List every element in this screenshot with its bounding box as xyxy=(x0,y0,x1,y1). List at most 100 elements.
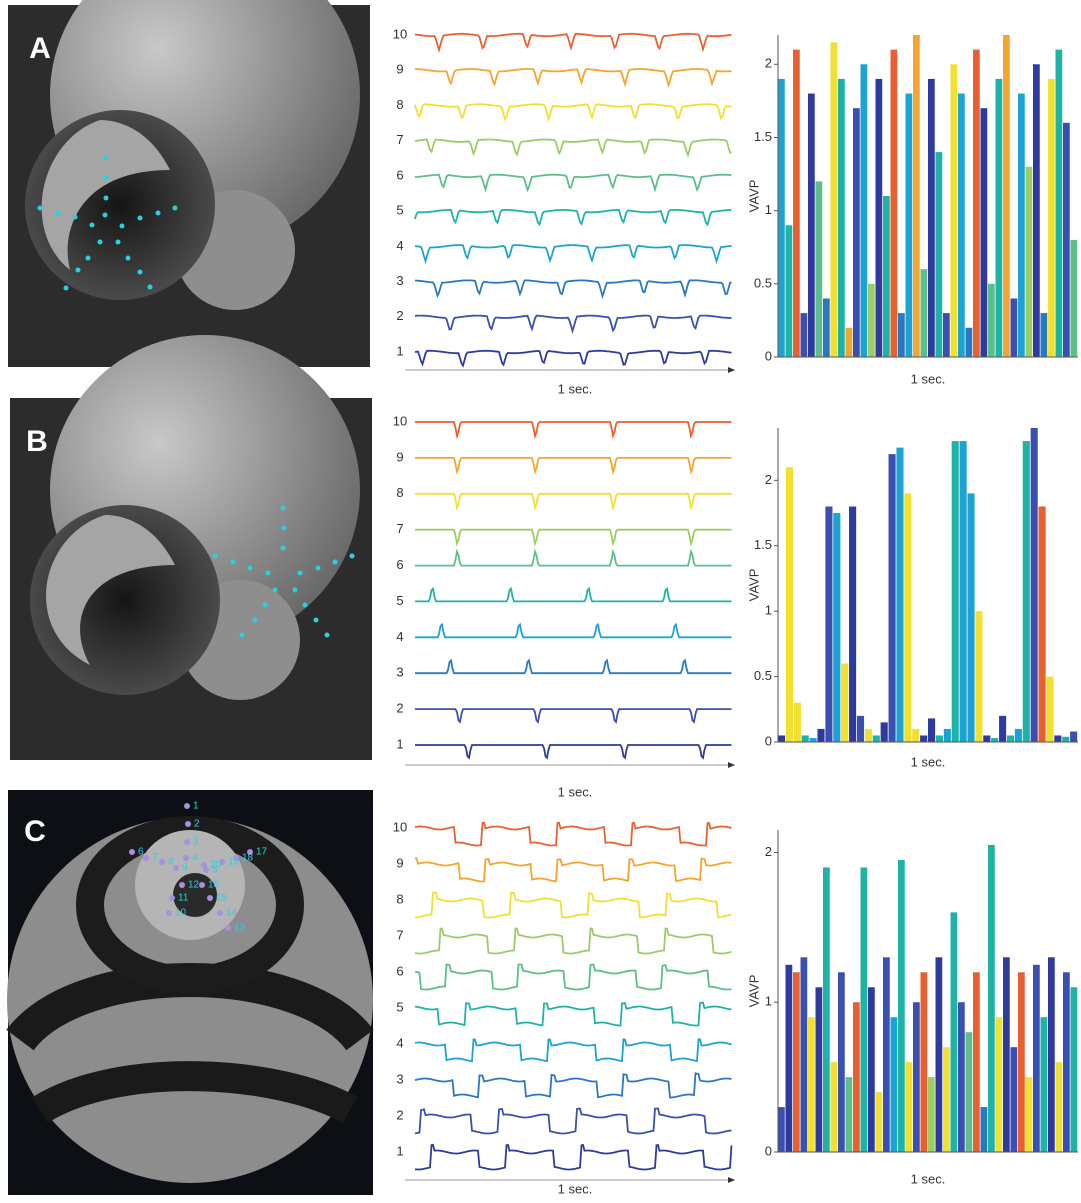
trace xyxy=(414,1143,733,1171)
electrode-label: 5 xyxy=(212,865,218,876)
bar xyxy=(838,972,845,1152)
bar xyxy=(1022,441,1030,742)
channel-label: 4 xyxy=(396,238,403,253)
channel-label: 5 xyxy=(396,999,403,1014)
trace xyxy=(414,314,732,335)
bar xyxy=(785,964,793,1152)
bar xyxy=(778,1107,785,1152)
trace xyxy=(415,421,732,440)
bar xyxy=(856,715,865,742)
electrode xyxy=(247,849,253,855)
y-tick-label: 1 xyxy=(765,603,772,618)
y-tick-label: 0.5 xyxy=(754,668,772,683)
channel-label: 3 xyxy=(396,273,403,288)
bar xyxy=(1048,957,1055,1152)
trace xyxy=(414,963,732,991)
bar xyxy=(1014,728,1022,742)
bar xyxy=(1038,506,1046,742)
bar xyxy=(808,1017,815,1152)
bar xyxy=(898,313,905,357)
trace xyxy=(414,138,732,158)
electrode-dots xyxy=(37,155,355,638)
time-label: 1 sec. xyxy=(558,784,593,799)
bar xyxy=(1010,1047,1018,1152)
trace xyxy=(415,586,732,603)
bar xyxy=(959,441,967,742)
bar xyxy=(951,441,959,742)
bar xyxy=(943,1047,950,1152)
bar xyxy=(793,972,800,1152)
bar xyxy=(1048,78,1055,357)
bar xyxy=(1033,64,1040,357)
bar xyxy=(823,298,830,357)
electrode-label: 6 xyxy=(138,847,144,858)
channel-label: 2 xyxy=(396,308,403,323)
bar xyxy=(950,64,958,357)
time-arrow xyxy=(728,367,735,373)
bar xyxy=(841,663,849,742)
bar xyxy=(973,49,980,358)
bar xyxy=(1025,1077,1033,1152)
bar xyxy=(864,728,872,742)
channel-label: 5 xyxy=(396,593,403,608)
bar xyxy=(1030,428,1038,742)
electrode xyxy=(184,839,190,845)
electrode xyxy=(173,865,179,871)
y-tick-label: 2 xyxy=(765,472,772,487)
bar xyxy=(935,735,943,742)
bar xyxy=(793,49,800,358)
trace xyxy=(414,857,732,883)
bar xyxy=(896,447,904,742)
channel-label: 4 xyxy=(396,1035,403,1050)
panel-label: C xyxy=(24,815,46,848)
trace xyxy=(414,32,732,54)
electrode xyxy=(225,925,231,931)
y-axis-label: VAVP xyxy=(746,569,761,602)
electrode-label: 1 xyxy=(193,801,199,812)
bar xyxy=(875,1092,883,1152)
electrode xyxy=(201,862,207,868)
y-tick-label: 1.5 xyxy=(754,129,772,144)
bar xyxy=(883,957,890,1152)
electrode-label: 4 xyxy=(192,853,198,864)
bar xyxy=(890,1017,898,1152)
electrode-label: 10 xyxy=(175,908,187,919)
bar xyxy=(890,49,898,358)
y-axis-label: VAVP xyxy=(746,975,761,1008)
electrode-label: 12 xyxy=(188,880,200,891)
bar xyxy=(950,912,958,1152)
electrode-label: 2 xyxy=(194,819,200,830)
electrode-label: 8 xyxy=(168,857,174,868)
electrode xyxy=(179,882,185,888)
channel-label: 10 xyxy=(393,413,407,428)
trace xyxy=(414,279,732,300)
bar xyxy=(943,728,951,742)
trace xyxy=(414,103,732,122)
channel-label: 9 xyxy=(396,449,403,464)
electrode xyxy=(199,882,205,888)
time-label: 1 sec. xyxy=(558,381,593,396)
bar xyxy=(995,78,1003,357)
bar xyxy=(817,728,825,742)
bar xyxy=(1010,298,1018,357)
bar xyxy=(880,722,888,742)
electrode-label: 20 xyxy=(210,860,222,871)
bar xyxy=(1040,313,1048,357)
bar xyxy=(920,735,928,742)
channel-label: 5 xyxy=(396,203,403,218)
bar xyxy=(860,867,868,1152)
channel-label: 8 xyxy=(396,485,403,500)
bar-x-label: 1 sec. xyxy=(911,371,946,386)
electrode-label: 16 xyxy=(208,880,220,891)
trace xyxy=(415,548,732,567)
bar-x-label: 1 sec. xyxy=(911,754,946,769)
bar xyxy=(845,327,853,357)
y-tick-label: 0.5 xyxy=(754,275,772,290)
channel-label: 6 xyxy=(396,557,403,572)
bar xyxy=(928,718,936,742)
channel-label: 7 xyxy=(396,132,403,147)
channel-label: 1 xyxy=(396,1143,403,1158)
trace xyxy=(414,821,732,847)
bar xyxy=(1003,957,1010,1152)
bar xyxy=(853,108,860,357)
